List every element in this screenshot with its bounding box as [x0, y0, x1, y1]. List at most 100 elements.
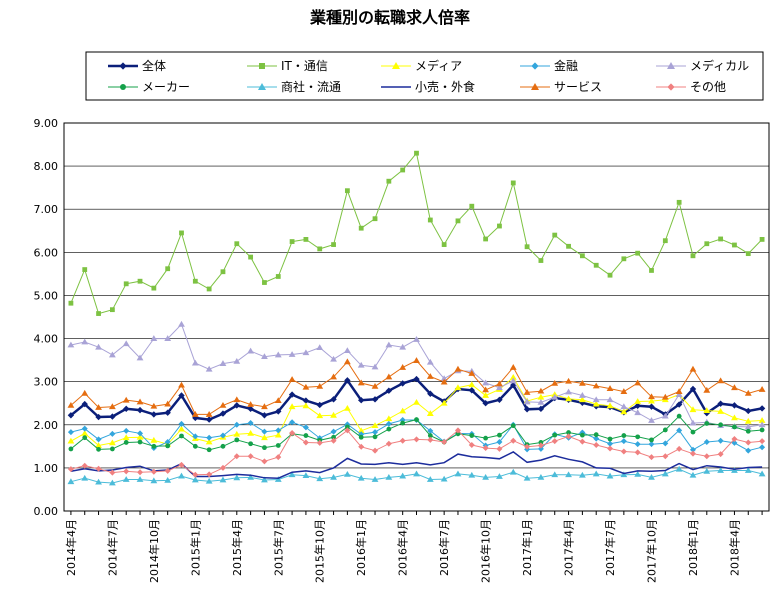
data-point [689, 450, 696, 457]
legend-item: メディア [381, 58, 462, 73]
data-point [635, 250, 641, 256]
legend-item: その他 [656, 80, 726, 94]
legend-item: メーカー [108, 80, 190, 94]
data-point [275, 454, 282, 461]
legend-label: メーカー [142, 80, 190, 94]
data-point [717, 408, 725, 414]
data-point [288, 391, 296, 398]
data-point [497, 432, 502, 438]
data-point [151, 285, 157, 291]
data-point [538, 440, 544, 445]
data-point [330, 355, 337, 362]
x-tick-label: 2014年7月 [105, 519, 119, 576]
data-point [316, 344, 324, 351]
data-point [233, 402, 240, 409]
data-point [164, 335, 172, 341]
data-point [523, 406, 531, 413]
data-point [302, 472, 310, 479]
data-point [371, 383, 379, 389]
series-メーカー [68, 413, 765, 453]
data-point [689, 385, 697, 393]
legend-item: 商社・流通 [247, 79, 341, 94]
legend-label: 小売・外食 [415, 79, 475, 94]
data-point [165, 266, 171, 272]
data-point [689, 419, 697, 426]
data-point [427, 436, 434, 443]
data-point [191, 359, 199, 366]
data-point [344, 427, 351, 434]
data-point [551, 438, 558, 445]
data-point [68, 300, 74, 306]
data-point [399, 364, 407, 370]
data-point [593, 435, 600, 442]
data-point [661, 470, 669, 477]
data-point [565, 471, 572, 478]
x-tick-label: 2014年4月 [64, 519, 78, 576]
data-point [123, 440, 129, 445]
data-point [606, 396, 614, 403]
data-point [524, 443, 531, 450]
data-point [468, 471, 476, 478]
data-point [234, 241, 240, 247]
data-point [123, 427, 130, 434]
data-point [343, 347, 351, 354]
x-tick-label: 2017年1月 [520, 519, 534, 576]
data-point [219, 410, 227, 417]
x-tick-label: 2016年10月 [479, 519, 493, 583]
legend-label: サービス [554, 80, 602, 94]
legend-label: 商社・流通 [281, 79, 341, 94]
data-point [344, 424, 350, 430]
data-point [233, 453, 240, 460]
data-point [468, 387, 475, 394]
data-point [454, 365, 462, 372]
data-point [578, 392, 586, 398]
data-point [205, 438, 213, 445]
data-point [357, 361, 365, 368]
x-tick-label: 2014年10月 [147, 519, 161, 583]
data-point [108, 403, 116, 410]
data-point [109, 413, 116, 420]
data-point [496, 380, 503, 387]
data-point [262, 445, 267, 451]
legend-label: メディカル [690, 58, 749, 73]
data-point [261, 353, 268, 360]
y-tick-label: 6.00 [34, 246, 59, 259]
data-point [357, 379, 365, 386]
data-point [385, 415, 393, 422]
legend-swatch-marker [392, 62, 400, 69]
data-point [649, 437, 654, 443]
data-point [275, 274, 281, 279]
data-point [469, 203, 475, 209]
data-point [634, 379, 642, 386]
data-point [316, 383, 324, 389]
data-point [510, 437, 517, 444]
legend-label: その他 [690, 80, 726, 94]
legend-label: 全体 [142, 58, 166, 73]
data-point [289, 429, 296, 436]
y-tick-label: 2.00 [34, 419, 59, 432]
legend-item: メディカル [656, 58, 749, 73]
data-point [537, 393, 545, 400]
data-point [371, 363, 379, 370]
data-point [537, 387, 545, 394]
data-point [662, 453, 669, 460]
data-point [219, 360, 227, 366]
data-point [247, 453, 254, 460]
data-point [372, 216, 378, 222]
data-point [150, 411, 158, 418]
data-point [441, 439, 448, 446]
data-point [122, 396, 130, 403]
data-point [703, 386, 711, 393]
data-point [745, 439, 752, 446]
data-point [744, 467, 752, 473]
data-point [289, 419, 296, 426]
data-point [219, 401, 227, 408]
data-point [621, 433, 627, 438]
data-point [718, 236, 724, 242]
data-point [400, 167, 406, 173]
data-point [343, 358, 351, 365]
data-point [233, 396, 241, 403]
data-point [565, 388, 572, 395]
data-point [67, 429, 74, 436]
data-point [606, 402, 614, 409]
